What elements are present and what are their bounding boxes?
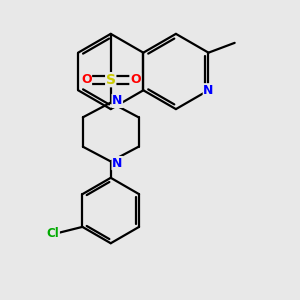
Text: O: O [81, 73, 92, 86]
Text: N: N [112, 157, 122, 169]
Text: Cl: Cl [46, 227, 59, 240]
Text: N: N [203, 84, 214, 97]
Text: N: N [112, 94, 122, 107]
Text: O: O [130, 73, 141, 86]
Text: S: S [106, 73, 116, 87]
